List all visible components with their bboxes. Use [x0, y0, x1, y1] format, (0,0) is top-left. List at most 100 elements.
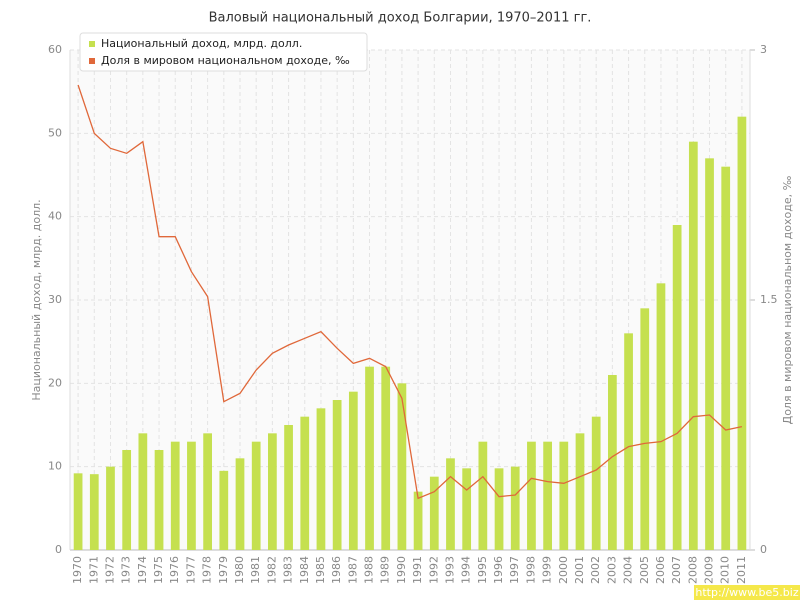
- x-tick-label: 2006: [654, 556, 667, 584]
- x-tick-label: 1986: [330, 556, 343, 584]
- x-tick-label: 1975: [152, 556, 165, 584]
- bar: [170, 441, 180, 550]
- x-tick-label: 2010: [719, 556, 732, 584]
- x-tick-label: 2001: [573, 556, 586, 584]
- x-tick-label: 1977: [184, 556, 197, 584]
- x-tick-label: 2008: [686, 556, 699, 584]
- bar: [688, 141, 698, 550]
- y-tick-label: 20: [48, 376, 62, 389]
- bar: [332, 400, 342, 550]
- x-tick-label: 1971: [87, 556, 100, 584]
- bar: [462, 468, 472, 550]
- bar: [656, 283, 666, 550]
- watermark-bg: [694, 585, 800, 600]
- bar: [510, 466, 520, 550]
- bar: [721, 166, 731, 550]
- bar: [429, 476, 439, 550]
- x-tick-label: 1996: [492, 556, 505, 584]
- bar: [187, 441, 196, 550]
- y-tick-label: 0: [55, 543, 62, 556]
- x-tick-label: 1988: [363, 556, 376, 584]
- bar: [640, 308, 650, 550]
- x-tick-label: 2002: [589, 556, 602, 584]
- y-tick-label: 10: [48, 460, 62, 473]
- x-tick-label: 2000: [557, 556, 570, 584]
- x-tick-label: 2011: [735, 556, 748, 584]
- legend-marker: [89, 41, 95, 47]
- bar: [203, 433, 212, 550]
- bar: [284, 425, 293, 550]
- x-tick-label: 1994: [460, 556, 473, 584]
- y-axis-label: Национальный доход, млрд. долл.: [30, 199, 43, 400]
- bar: [122, 450, 132, 550]
- bar: [251, 441, 261, 550]
- bar: [737, 116, 747, 551]
- bar: [106, 466, 115, 550]
- x-tick-label: 1979: [217, 556, 230, 584]
- x-tick-label: 2005: [638, 556, 651, 584]
- y2-tick-label: 0: [760, 543, 767, 556]
- x-tick-label: 1999: [541, 556, 554, 584]
- y2-tick-label: 3: [760, 43, 767, 56]
- bar: [527, 441, 536, 550]
- bar: [365, 366, 374, 550]
- x-tick-label: 1983: [282, 556, 295, 584]
- bar: [73, 473, 83, 550]
- y2-axis-label: Доля в мировом национальном доходе, ‰: [781, 175, 794, 424]
- x-tick-label: 1991: [411, 556, 424, 584]
- chart-title: Валовый национальный доход Болгарии, 197…: [209, 11, 592, 26]
- bar: [348, 391, 358, 550]
- x-tick-label: 1978: [201, 556, 214, 584]
- x-tick-label: 2009: [703, 556, 716, 584]
- x-tick-label: 1982: [265, 556, 278, 584]
- bar: [478, 441, 488, 550]
- x-tick-label: 1972: [103, 556, 116, 584]
- bar: [316, 408, 326, 550]
- watermark[interactable]: http://www.be5.biz: [695, 586, 798, 599]
- bar: [154, 450, 164, 550]
- x-tick-label: 1976: [168, 556, 181, 584]
- x-tick-label: 1981: [249, 556, 262, 584]
- bar: [575, 433, 585, 550]
- bar: [705, 158, 714, 551]
- legend-marker: [89, 58, 95, 64]
- bar: [138, 433, 148, 550]
- bar: [494, 468, 504, 550]
- bar: [608, 375, 617, 550]
- bar: [672, 225, 682, 550]
- x-tick-label: 1985: [314, 556, 327, 584]
- x-tick-label: 2004: [622, 556, 635, 584]
- legend-label: Национальный доход, млрд. долл.: [101, 37, 302, 50]
- x-tick-label: 1992: [427, 556, 440, 584]
- x-tick-label: 1970: [71, 556, 84, 584]
- y-tick-label: 50: [48, 126, 62, 139]
- bar: [235, 458, 245, 550]
- bar: [624, 333, 633, 550]
- x-tick-label: 1980: [233, 556, 246, 584]
- y2-tick-label: 1.5: [760, 293, 778, 306]
- x-tick-label: 1998: [524, 556, 537, 584]
- bar: [591, 416, 601, 550]
- legend: Национальный доход, млрд. долл. Доля в ми…: [79, 32, 368, 72]
- line: [77, 84, 743, 500]
- x-tick-label: 1990: [395, 556, 408, 584]
- x-tick-label: 1984: [298, 556, 311, 584]
- x-tick-label: 1973: [120, 556, 133, 584]
- bar: [413, 491, 423, 550]
- x-tick-label: 1993: [443, 556, 456, 584]
- bar: [397, 383, 407, 550]
- x-tick-label: 2007: [670, 556, 683, 584]
- bar: [446, 458, 455, 550]
- x-tick-label: 1974: [136, 556, 149, 584]
- y-tick-label: 40: [48, 210, 62, 223]
- bar: [219, 470, 229, 550]
- y-tick-label: 60: [48, 43, 62, 56]
- bar: [543, 441, 552, 550]
- x-tick-label: 1995: [476, 556, 489, 584]
- bar: [559, 441, 569, 550]
- x-tick-label: 1987: [346, 556, 359, 584]
- bar: [89, 474, 99, 550]
- bar: [381, 366, 391, 550]
- legend-box: [79, 32, 368, 72]
